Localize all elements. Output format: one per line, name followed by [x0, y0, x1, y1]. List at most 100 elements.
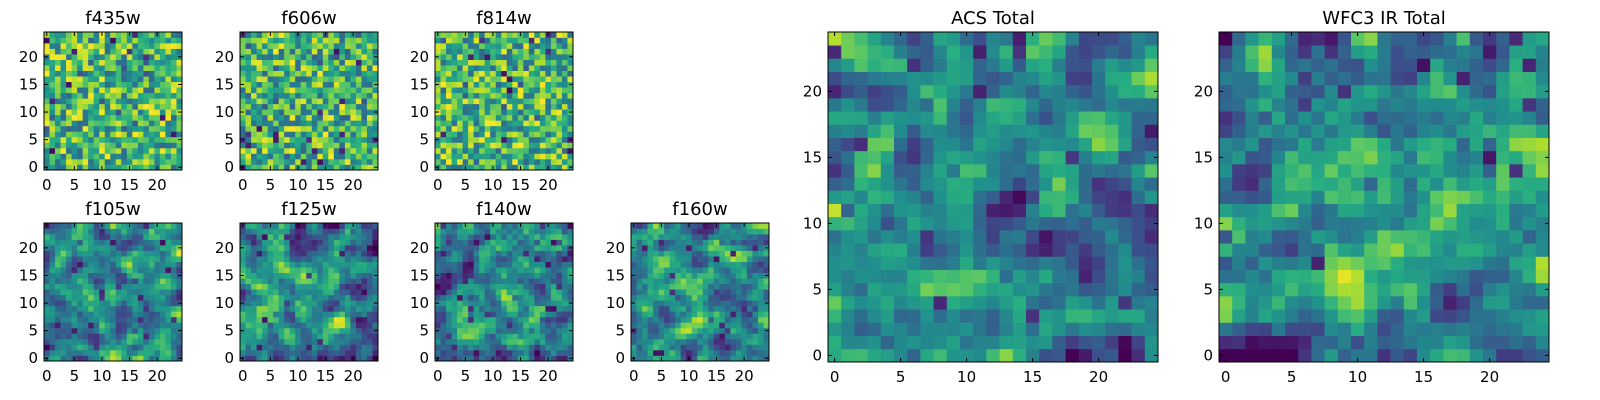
heatmap-cell: [333, 125, 340, 132]
heatmap-cell: [273, 355, 279, 362]
heatmap-cell: [372, 32, 379, 38]
heatmap-cell: [545, 65, 552, 71]
heatmap-cell: [159, 43, 166, 49]
heatmap-cell: [170, 48, 177, 55]
heatmap-cell: [361, 131, 368, 138]
heatmap-cell: [245, 98, 252, 105]
heatmap-cell: [501, 294, 508, 301]
heatmap-cell: [1065, 269, 1080, 284]
heatmap-cell: [60, 256, 67, 262]
heatmap-cell: [512, 158, 519, 165]
heatmap-cell: [517, 256, 524, 262]
heatmap-cell: [523, 294, 530, 301]
heatmap-cell: [1131, 203, 1146, 218]
heatmap-cell: [278, 147, 285, 154]
heatmap-cell: [317, 261, 324, 268]
heatmap-cell: [154, 153, 161, 160]
heatmap-cell: [686, 333, 693, 340]
heatmap-cell: [1078, 269, 1093, 284]
heatmap-cell: [636, 289, 643, 296]
heatmap-cell: [121, 43, 128, 49]
heatmap-cell: [462, 48, 469, 55]
heatmap-cell: [567, 338, 574, 345]
y-tick-label: 0: [419, 349, 429, 367]
heatmap-cell: [501, 48, 508, 55]
heatmap-cell: [165, 65, 172, 71]
heatmap-cell: [148, 147, 155, 154]
heatmap-cell: [556, 289, 563, 296]
heatmap-cell: [933, 164, 948, 178]
heatmap-cell: [440, 223, 447, 229]
heatmap-cell: [757, 256, 764, 262]
heatmap-cell: [631, 294, 637, 301]
heatmap-cell: [273, 338, 279, 345]
heatmap-cell: [71, 131, 78, 138]
heatmap-cell: [741, 245, 748, 251]
heatmap-cell: [284, 344, 291, 351]
heatmap-cell: [719, 311, 726, 318]
heatmap-cell: [501, 311, 508, 318]
heatmap-cell: [1105, 296, 1119, 310]
heatmap-cell: [289, 92, 296, 99]
heatmap-cell: [126, 87, 133, 94]
heatmap-cell: [556, 125, 563, 132]
heatmap-cell: [366, 278, 373, 285]
heatmap-cell: [708, 272, 715, 279]
heatmap-cell: [506, 305, 513, 312]
heatmap-cell: [512, 131, 519, 138]
heatmap-cell: [664, 322, 670, 329]
heatmap-cell: [240, 294, 246, 301]
heatmap-cell: [479, 37, 486, 44]
heatmap-cell: [539, 316, 546, 323]
heatmap-cell: [746, 355, 753, 362]
heatmap-cell: [159, 239, 166, 246]
heatmap-cell: [561, 158, 568, 165]
heatmap-cell: [339, 114, 346, 121]
heatmap-cell: [561, 333, 568, 340]
heatmap-cell: [154, 344, 161, 351]
heatmap-cell: [567, 147, 574, 154]
heatmap-cell: [256, 158, 263, 165]
heatmap-cell: [126, 338, 133, 345]
heatmap-cell: [462, 300, 469, 307]
heatmap-cell: [1065, 282, 1080, 297]
heatmap-cell: [159, 250, 166, 257]
heatmap-cell: [490, 114, 497, 121]
heatmap-cell: [306, 300, 313, 307]
heatmap-cell: [121, 158, 128, 165]
heatmap-cell: [512, 256, 519, 262]
heatmap-cell: [741, 338, 748, 345]
heatmap-cell: [561, 142, 568, 149]
heatmap-cell: [267, 65, 274, 71]
heatmap-cell: [143, 37, 150, 44]
heatmap-cell: [333, 32, 340, 38]
heatmap-cell: [506, 239, 513, 246]
heatmap-cell: [1118, 296, 1132, 310]
heatmap-cell: [295, 261, 302, 268]
heatmap-cell: [484, 48, 491, 55]
heatmap-cell: [93, 76, 100, 83]
heatmap-cell: [82, 76, 89, 83]
heatmap-cell: [143, 333, 150, 340]
heatmap-cell: [165, 43, 172, 49]
heatmap-cell: [697, 349, 704, 356]
heatmap-cell: [473, 333, 480, 340]
heatmap-cell: [262, 349, 268, 356]
heatmap-cell: [567, 278, 574, 285]
heatmap-cell: [121, 109, 128, 116]
heatmap-cell: [440, 142, 447, 149]
heatmap-cell: [284, 355, 291, 362]
heatmap-cell: [372, 338, 379, 345]
heatmap-cell: [960, 230, 974, 244]
heatmap-cell: [77, 87, 83, 94]
heatmap-cell: [556, 32, 563, 38]
heatmap-cell: [534, 316, 541, 323]
heatmap-cell: [534, 278, 541, 285]
heatmap-cell: [636, 355, 643, 362]
heatmap-cell: [501, 239, 508, 246]
heatmap-cell: [300, 283, 307, 290]
heatmap-cell: [71, 305, 78, 312]
heatmap-cell: [289, 327, 296, 334]
heatmap-cell: [262, 278, 268, 285]
heatmap-cell: [115, 92, 122, 99]
